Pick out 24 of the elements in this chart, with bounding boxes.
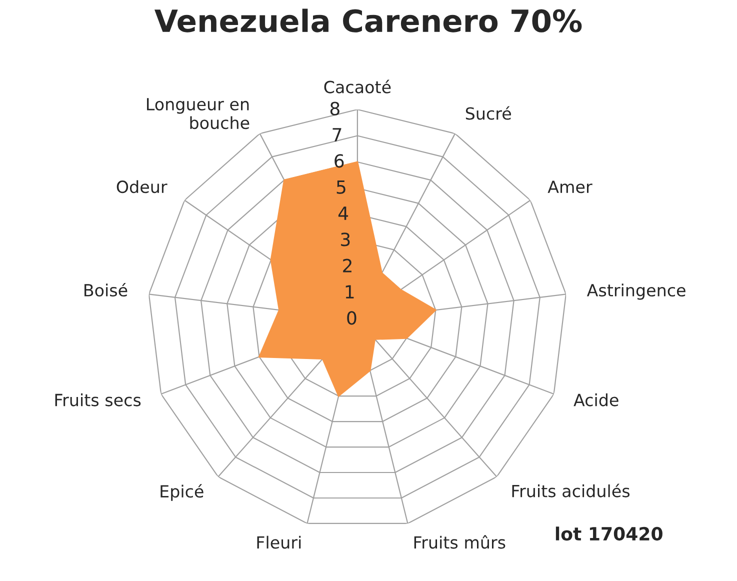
spoke-label: Acide <box>574 393 618 406</box>
spoke-label: Epicé <box>160 484 204 501</box>
y-tick-label: 7 <box>332 128 342 142</box>
y-tick-label: 4 <box>338 206 348 220</box>
spoke-label: Fruits mûrs <box>414 535 506 549</box>
spoke-label: Amer <box>548 180 592 194</box>
y-tick-label: 5 <box>336 180 346 194</box>
spoke-label: Boisé <box>84 282 128 297</box>
y-tick-label: 8 <box>330 102 340 116</box>
spoke-label: Sucré <box>466 106 511 120</box>
spoke-label: Odeur <box>116 180 168 194</box>
text: lot 170420 <box>556 526 662 541</box>
spoke-label: Fruits acidulés <box>512 484 630 498</box>
y-tick-label: 1 <box>346 285 354 298</box>
spoke-label: Cacaoté <box>324 80 391 94</box>
y-tick-label: 6 <box>334 154 344 168</box>
chart-title: Venezuela Carenero 70% <box>154 8 582 32</box>
y-tick-label: 2 <box>343 258 352 272</box>
spoke-label: Astringence <box>586 284 686 300</box>
y-tick-label: 3 <box>341 232 350 246</box>
spoke-label: Fleuri <box>257 536 301 549</box>
spoke-label: Longueur en bouche <box>147 98 250 130</box>
spoke-label: Fruits secs <box>55 393 141 406</box>
y-tick-label: 0 <box>347 311 356 325</box>
